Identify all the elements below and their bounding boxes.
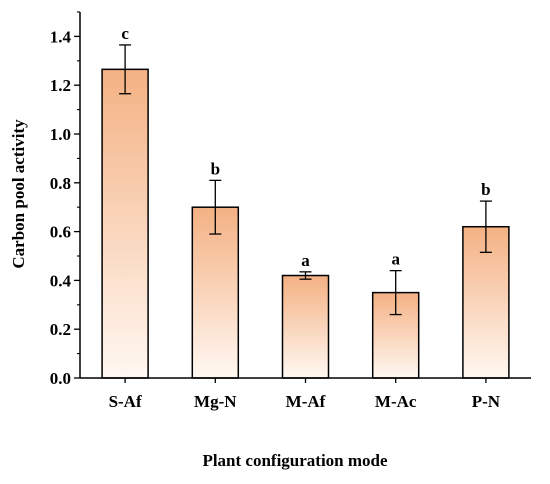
x-axis-title: Plant configuration mode <box>202 451 388 470</box>
y-tick-label: 0.6 <box>50 223 71 242</box>
significance-label-s-af: c <box>121 24 129 43</box>
x-tick-label-m-ac: M-Ac <box>375 392 417 411</box>
y-tick-label: 1.4 <box>50 27 72 46</box>
bar-mg-n <box>191 206 240 379</box>
significance-label-mg-n: b <box>211 159 220 178</box>
x-tick-label-p-n: P-N <box>472 392 501 411</box>
y-axis-title: Carbon pool activity <box>9 119 28 269</box>
axes-layer: S-Af Mg-N M-Af M-Ac P-N 0.0 0.2 0.4 0.6 0.8 1.0 1.2… <box>50 11 531 411</box>
y-tick-label: 0.0 <box>50 369 71 388</box>
y-tick-label: 0.2 <box>50 320 71 339</box>
y-tick-label: 0.8 <box>50 174 71 193</box>
x-tick-label-s-af: S-Af <box>109 392 142 411</box>
bar-s-af <box>101 68 149 379</box>
y-tick-label: 0.4 <box>50 271 72 290</box>
bar-m-af <box>281 274 330 379</box>
bars-layer: c b a a b <box>101 24 510 379</box>
y-tick-label: 1.2 <box>50 76 71 95</box>
x-tick-label-mg-n: Mg-N <box>194 392 237 411</box>
x-tick-label-m-af: M-Af <box>286 392 326 411</box>
significance-label-p-n: b <box>481 180 490 199</box>
y-tick-label: 1.0 <box>50 125 71 144</box>
significance-label-m-af: a <box>301 251 310 270</box>
significance-label-m-ac: a <box>391 250 400 269</box>
